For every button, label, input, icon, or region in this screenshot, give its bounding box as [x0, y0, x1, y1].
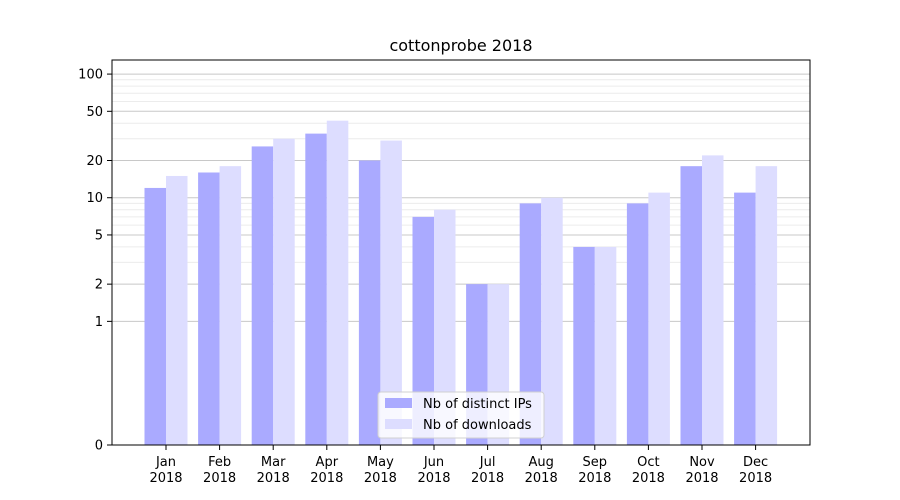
x-tick-label-month: Oct	[637, 455, 659, 470]
bar-downloads	[326, 120, 349, 446]
bar-distinct-ips	[626, 203, 649, 445]
x-tick-label-year: 2018	[685, 471, 718, 486]
x-tick-label-year: 2018	[632, 471, 665, 486]
x-tick-label-month: Apr	[316, 455, 339, 470]
x-tick-label-month: Jul	[479, 455, 496, 470]
bar-distinct-ips	[305, 133, 327, 445]
x-tick-label-month: May	[367, 455, 394, 470]
x-tick-label-month: Jun	[423, 455, 444, 470]
bar-downloads	[648, 192, 670, 445]
y-tick-label: 100	[78, 68, 103, 83]
x-tick-label-year: 2018	[471, 471, 504, 486]
x-tick-label-year: 2018	[417, 471, 450, 486]
x-tick-label-month: Sep	[583, 455, 608, 470]
bar-distinct-ips	[251, 146, 274, 445]
x-tick-label-year: 2018	[203, 471, 236, 486]
plot-frame	[111, 59, 811, 446]
legend-swatch	[385, 398, 412, 408]
y-tick-label: 0	[95, 439, 103, 454]
bar-downloads	[219, 166, 242, 445]
bar-downloads	[380, 140, 402, 445]
y-tick-label: 2	[95, 278, 103, 293]
x-tick-label-month: Jan	[155, 455, 176, 470]
bar-downloads	[594, 246, 617, 445]
chart-title: cottonprobe 2018	[389, 36, 532, 55]
y-tick-label: 50	[86, 105, 103, 120]
bar-distinct-ips	[680, 166, 702, 445]
bar-distinct-ips	[573, 246, 595, 445]
x-tick-label-month: Dec	[743, 455, 768, 470]
y-axis: 0 1 2 5 10 20 50 100	[78, 68, 112, 454]
x-tick-label-year: 2018	[257, 471, 290, 486]
y-tick-label: 10	[86, 191, 103, 206]
x-tick-label-year: 2018	[525, 471, 558, 486]
bar-downloads	[434, 209, 456, 445]
y-tick-label: 5	[95, 228, 103, 243]
bar-distinct-ips	[412, 216, 434, 445]
x-tick-label-year: 2018	[578, 471, 611, 486]
bar-distinct-ips	[358, 160, 381, 445]
x-tick-label-year: 2018	[310, 471, 343, 486]
x-tick-label-month: Feb	[208, 455, 231, 470]
bar-distinct-ips	[519, 203, 542, 445]
legend-label: Nb of downloads	[423, 418, 532, 433]
legend-label: Nb of distinct IPs	[423, 397, 532, 412]
bar-downloads	[755, 166, 778, 445]
bars	[144, 120, 778, 446]
x-axis: Jan2018Feb2018Mar2018Apr2018May2018Jun20…	[149, 445, 772, 486]
legend-swatch	[385, 419, 412, 429]
x-tick-label-year: 2018	[739, 471, 772, 486]
bar-distinct-ips	[734, 192, 756, 445]
bar-downloads	[166, 175, 188, 445]
x-tick-label-month: Aug	[529, 455, 554, 470]
y-tick-label: 1	[95, 315, 103, 330]
bar-distinct-ips	[144, 187, 166, 445]
legend-box	[377, 391, 545, 439]
bar-downloads	[702, 155, 724, 445]
x-tick-label-year: 2018	[364, 471, 397, 486]
x-tick-label-month: Nov	[689, 455, 715, 470]
x-tick-label-year: 2018	[149, 471, 182, 486]
bar-distinct-ips	[198, 172, 220, 446]
y-tick-label: 20	[86, 154, 103, 169]
bar-downloads	[273, 138, 295, 446]
x-tick-label-month: Mar	[261, 455, 286, 470]
legend: Nb of distinct IPs Nb of downloads	[377, 391, 545, 439]
bar-downloads	[541, 197, 563, 445]
